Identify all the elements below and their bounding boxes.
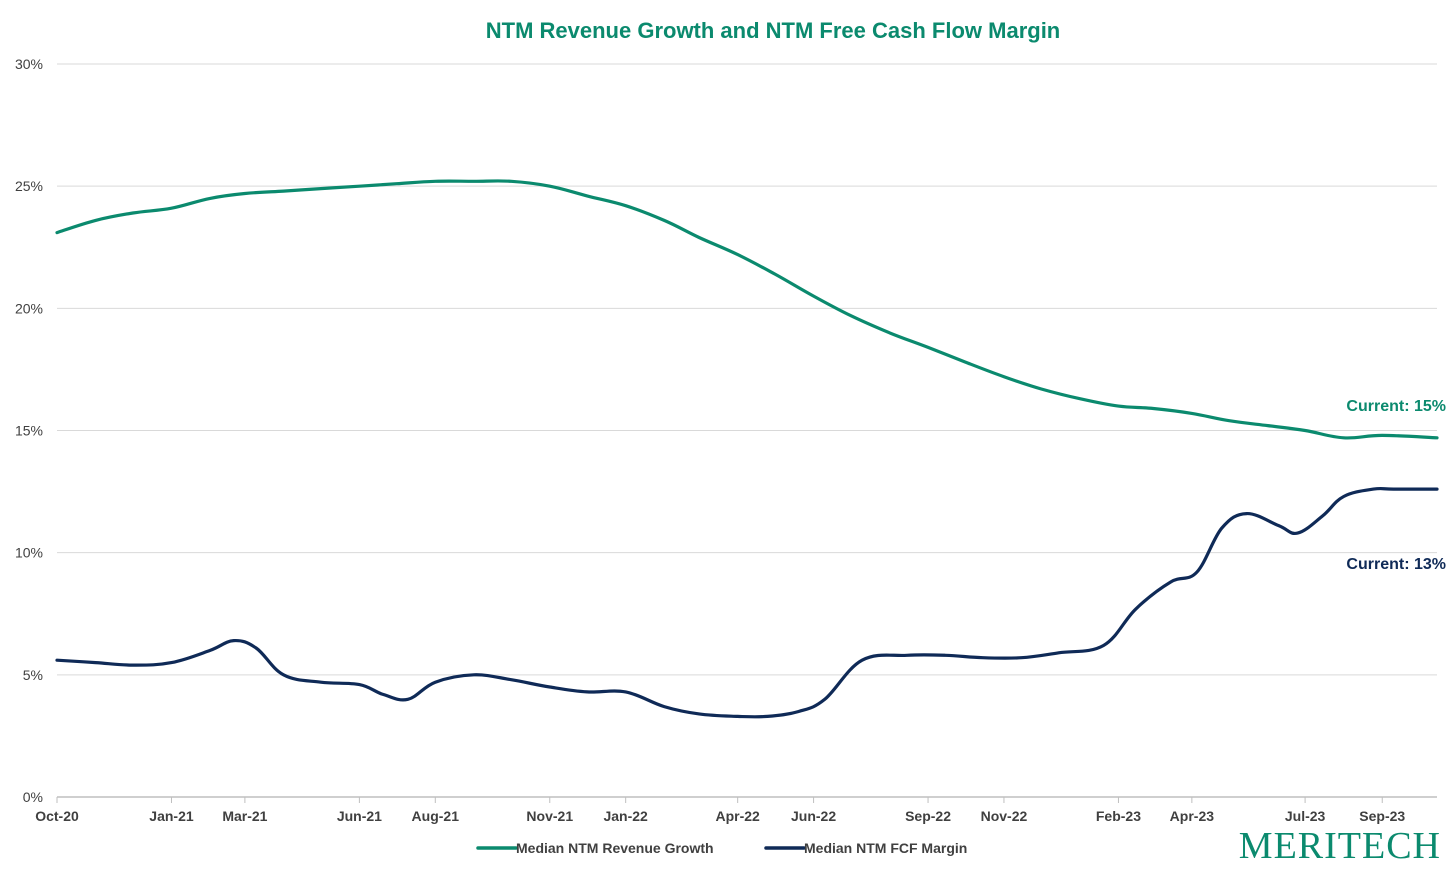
- x-tick-label: Sep-23: [1359, 808, 1405, 824]
- x-tick-label: Feb-23: [1096, 808, 1141, 824]
- y-tick-label: 5%: [23, 667, 43, 683]
- x-tick-label: Jul-23: [1285, 808, 1326, 824]
- x-tick-label: Aug-21: [412, 808, 460, 824]
- legend-label: Median NTM FCF Margin: [804, 840, 967, 856]
- revenue-growth-line: [55, 179, 1439, 440]
- series-lines: [55, 179, 1439, 719]
- x-tick-label: Jan-22: [603, 808, 648, 824]
- x-tick-label: Mar-21: [222, 808, 267, 824]
- x-tick-label: Oct-20: [35, 808, 79, 824]
- legend-item: Median NTM FCF Margin: [764, 840, 967, 856]
- legend: Median NTM Revenue Growth Median NTM FCF …: [476, 840, 967, 856]
- revenue-current-annotation: Current: 15%: [1346, 398, 1446, 415]
- x-tick-label: Jan-21: [149, 808, 194, 824]
- fcf-margin-line: [55, 486, 1439, 719]
- y-tick-label: 30%: [15, 56, 43, 72]
- x-tick-label: Jun-21: [337, 808, 382, 824]
- x-axis-ticks: Oct-20 Jan-21 Mar-21 Jun-21 Aug-21 Nov-21 Jan-…: [35, 797, 1405, 824]
- x-tick-label: Apr-23: [1170, 808, 1215, 824]
- legend-item: Median NTM Revenue Growth: [476, 840, 714, 856]
- y-tick-label: 20%: [15, 300, 43, 316]
- y-tick-label: 10%: [15, 545, 43, 561]
- y-tick-label: 0%: [23, 789, 43, 805]
- fcf-current-annotation: Current: 13%: [1346, 556, 1446, 573]
- chart-title: NTM Revenue Growth and NTM Free Cash Flo…: [486, 18, 1061, 43]
- x-tick-label: Sep-22: [905, 808, 951, 824]
- legend-label: Median NTM Revenue Growth: [516, 840, 714, 856]
- x-tick-label: Jun-22: [791, 808, 836, 824]
- gridlines: [57, 63, 1437, 798]
- x-tick-label: Nov-22: [981, 808, 1028, 824]
- y-tick-label: 25%: [15, 178, 43, 194]
- annotations: Current: 15% Current: 13%: [1346, 398, 1446, 573]
- y-tick-label: 15%: [15, 423, 43, 439]
- x-tick-label: Apr-22: [715, 808, 760, 824]
- y-axis-ticks: 0% 5% 10% 15% 20% 25% 30%: [15, 56, 43, 805]
- x-tick-label: Nov-21: [526, 808, 573, 824]
- meritech-logo: MERITECH: [1239, 825, 1441, 867]
